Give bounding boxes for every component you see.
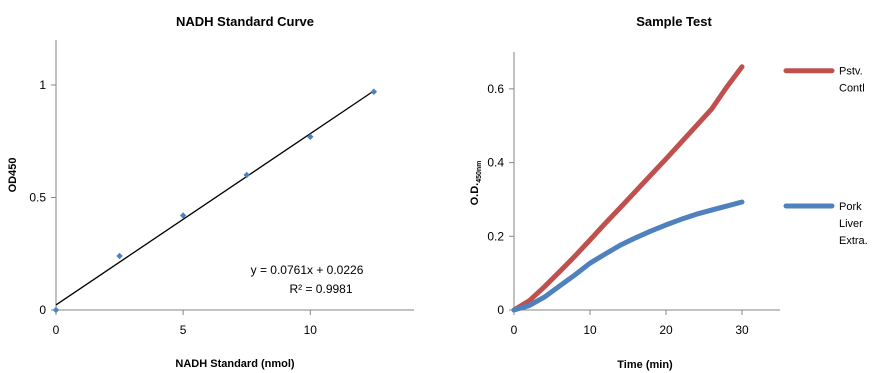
nadh-standard-curve-chart: NADH Standard Curve 0 0.5 1 0 5 10 y = 0.076… bbox=[7, 14, 414, 370]
left-y-tick-label: 0 bbox=[39, 303, 46, 317]
right-x-tick-label: 0 bbox=[511, 323, 518, 337]
right-y-tick-label: 0.4 bbox=[487, 156, 504, 170]
right-x-tick-label: 20 bbox=[659, 323, 673, 337]
trendline bbox=[55, 90, 375, 306]
right-x-tick-label: 10 bbox=[583, 323, 597, 337]
right-y-axis-label-sub: 450nm bbox=[476, 161, 483, 183]
legend-label: Contl bbox=[839, 83, 865, 95]
legend-label: Liver bbox=[839, 218, 863, 230]
data-point bbox=[370, 88, 378, 95]
r-squared-label: R² = 0.9981 bbox=[289, 282, 352, 296]
legend-label: Pstv. bbox=[839, 66, 863, 78]
legend-label: Extra. bbox=[839, 235, 868, 247]
series-line bbox=[511, 199, 745, 313]
right-x-tick-label: 30 bbox=[735, 323, 749, 337]
left-x-tick-label: 0 bbox=[53, 323, 60, 337]
left-y-tick-label: 1 bbox=[39, 78, 46, 92]
right-y-tick-label: 0.6 bbox=[487, 82, 504, 96]
left-chart-title: NADH Standard Curve bbox=[176, 14, 314, 29]
left-x-tick-label: 10 bbox=[304, 323, 318, 337]
left-y-tick-label: 0.5 bbox=[29, 191, 46, 205]
right-x-axis-label: Time (min) bbox=[617, 359, 673, 371]
left-y-axis-label: OD450 bbox=[7, 158, 19, 193]
data-point bbox=[307, 133, 314, 140]
data-point bbox=[243, 171, 250, 179]
left-x-tick-label: 5 bbox=[180, 323, 187, 337]
right-y-axis-label: O.D.450nm bbox=[469, 161, 483, 206]
right-chart-title: Sample Test bbox=[636, 14, 712, 29]
right-y-tick-label: 0.2 bbox=[487, 229, 504, 243]
trendline-equation: y = 0.0761x + 0.0226 bbox=[251, 263, 364, 277]
legend-label: Pork bbox=[839, 201, 862, 213]
series-line bbox=[511, 64, 745, 313]
data-point bbox=[116, 252, 123, 260]
data-point bbox=[179, 212, 187, 219]
left-x-axis-label: NADH Standard (nmol) bbox=[175, 358, 295, 370]
right-y-tick-label: 0 bbox=[497, 303, 504, 317]
right-y-axis-label-main: O.D. bbox=[469, 183, 481, 206]
data-point bbox=[52, 306, 60, 314]
sample-test-chart: Sample Test 0 0.2 0.4 0.6 0 10 20 30 Pstv. Cont… bbox=[469, 14, 868, 371]
